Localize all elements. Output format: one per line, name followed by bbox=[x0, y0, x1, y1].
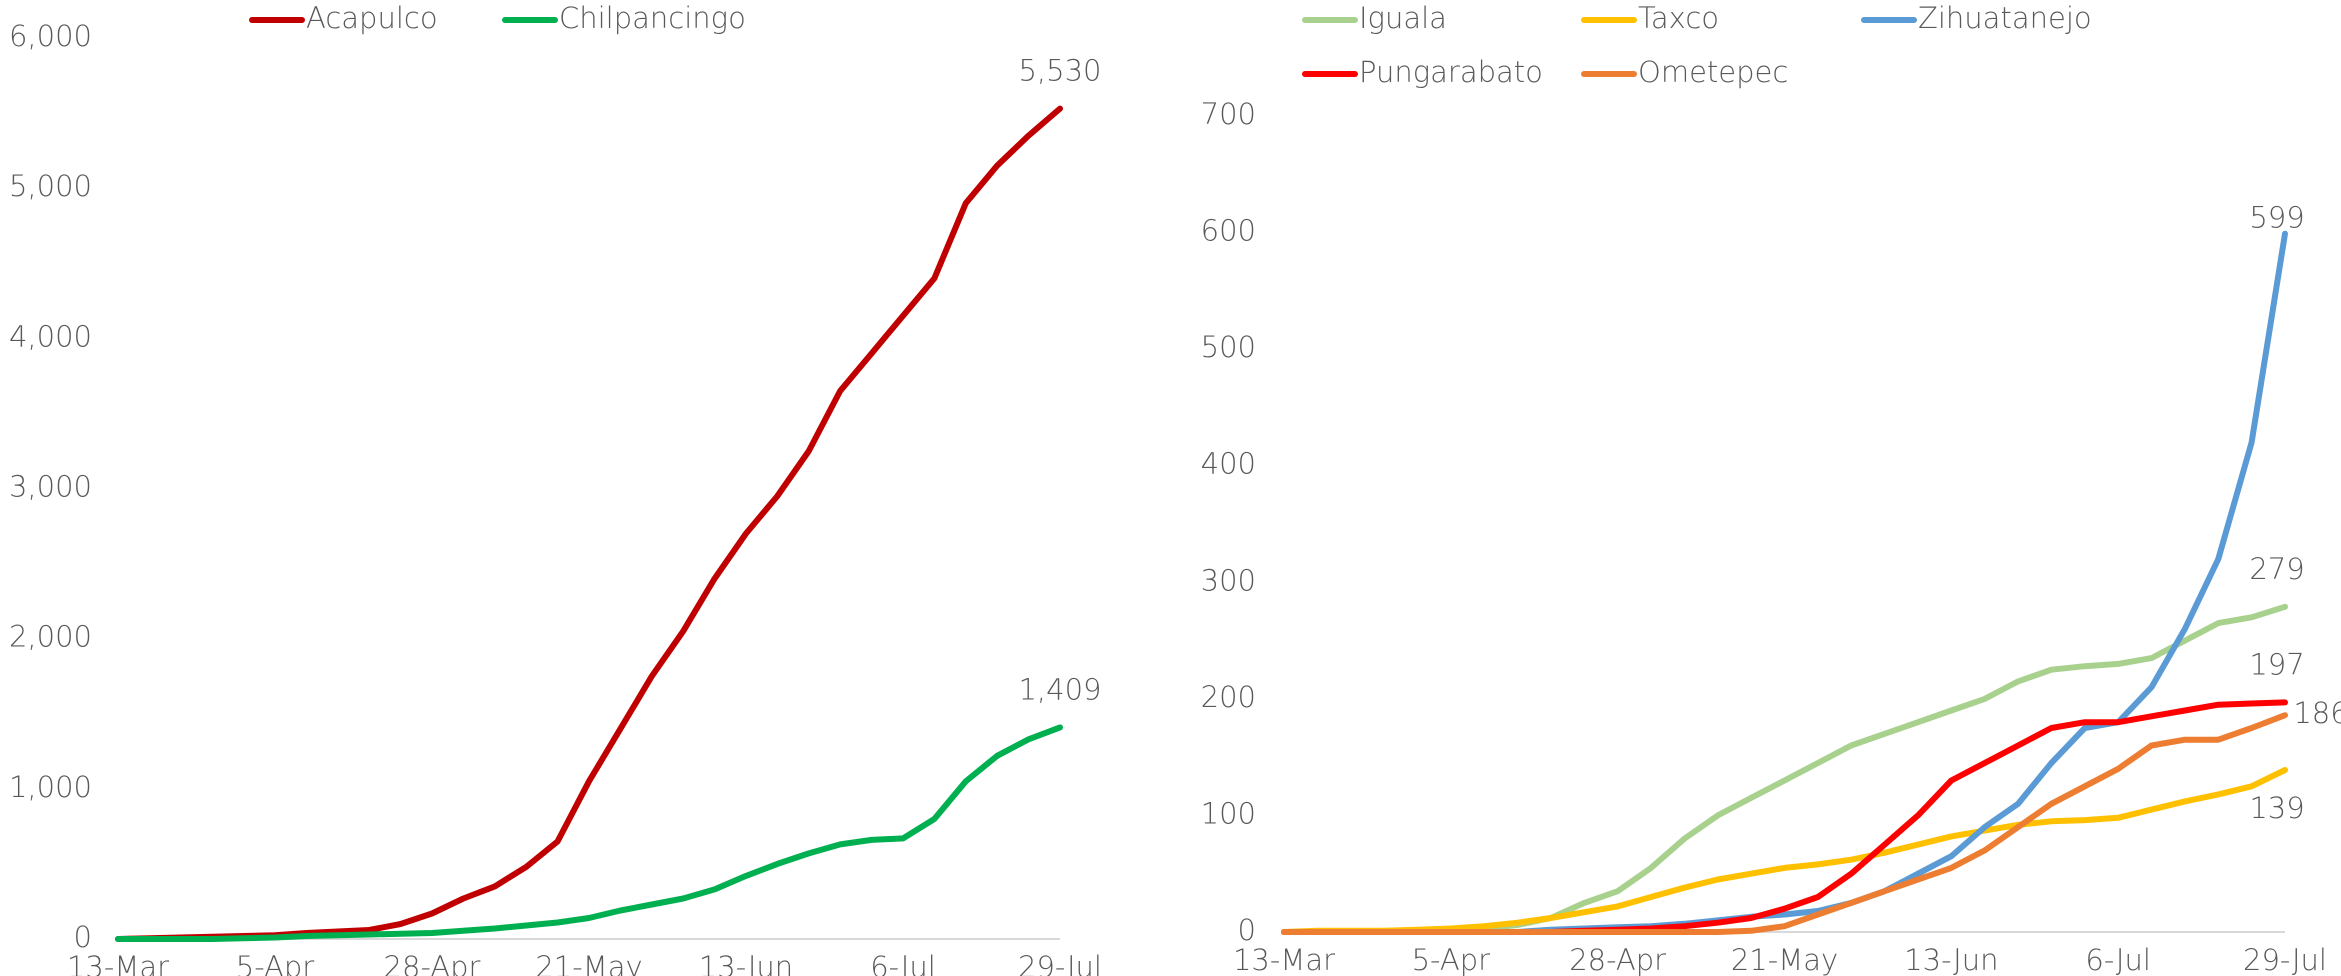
x-tick-label: 13-Mar bbox=[1233, 943, 1335, 976]
y-tick-label: 6,000 bbox=[9, 19, 92, 53]
x-tick-label: 13-Jun bbox=[1904, 943, 1998, 976]
y-tick-label: 1,000 bbox=[9, 770, 92, 804]
series-line bbox=[115, 105, 1063, 942]
legend-label: Pungarabato bbox=[1359, 55, 1543, 89]
x-tick-label: 6-Jul bbox=[870, 950, 936, 976]
data-label: 139 bbox=[2249, 791, 2304, 825]
y-tick-label: 700 bbox=[1201, 97, 1256, 131]
series-line bbox=[1281, 603, 2288, 935]
x-tick-label: 5-Apr bbox=[236, 950, 315, 976]
x-tick-label: 13-Mar bbox=[67, 950, 169, 976]
data-label: 599 bbox=[2249, 201, 2304, 235]
x-tick-label: 21-May bbox=[1731, 943, 1838, 976]
series-line bbox=[115, 724, 1063, 942]
legend-label: Chilpancingo bbox=[559, 1, 746, 35]
y-tick-label: 300 bbox=[1201, 563, 1256, 597]
y-tick-label: 600 bbox=[1201, 214, 1256, 248]
y-tick-label: 0 bbox=[74, 920, 92, 954]
y-tick-label: 100 bbox=[1201, 796, 1256, 830]
x-tick-label: 28-Apr bbox=[384, 950, 481, 976]
data-label: 279 bbox=[2249, 552, 2304, 586]
series-line bbox=[1281, 767, 2288, 935]
x-tick-label: 29-Jul bbox=[2243, 943, 2327, 976]
legend-label: Taxco bbox=[1638, 1, 1719, 35]
data-label: 5,530 bbox=[1018, 54, 1101, 88]
x-tick-label: 13-Jun bbox=[699, 950, 793, 976]
y-tick-label: 400 bbox=[1201, 447, 1256, 481]
y-tick-label: 200 bbox=[1201, 680, 1256, 714]
series-line bbox=[1281, 712, 2288, 935]
x-tick-label: 21-May bbox=[535, 950, 642, 976]
y-tick-label: 2,000 bbox=[9, 620, 92, 654]
series-line bbox=[1281, 699, 2288, 935]
x-tick-label: 6-Jul bbox=[2085, 943, 2151, 976]
y-tick-label: 3,000 bbox=[9, 470, 92, 504]
y-tick-label: 0 bbox=[1238, 913, 1256, 947]
series-line bbox=[1281, 230, 2288, 935]
data-label: 197 bbox=[2249, 647, 2304, 681]
legend-label: Ometepec bbox=[1638, 55, 1788, 89]
legend-label: Iguala bbox=[1359, 1, 1447, 35]
legend-label: Acapulco bbox=[306, 1, 438, 35]
data-label: 186 bbox=[2293, 696, 2341, 730]
legend-label: Zihuatanejo bbox=[1918, 1, 2092, 35]
y-tick-label: 500 bbox=[1201, 330, 1256, 364]
x-tick-label: 29-Jul bbox=[1018, 950, 1102, 976]
x-tick-label: 28-Apr bbox=[1569, 943, 1666, 976]
y-tick-label: 4,000 bbox=[9, 319, 92, 353]
data-label: 1,409 bbox=[1018, 672, 1101, 706]
y-tick-label: 5,000 bbox=[9, 169, 92, 203]
x-tick-label: 5-Apr bbox=[1412, 943, 1491, 976]
